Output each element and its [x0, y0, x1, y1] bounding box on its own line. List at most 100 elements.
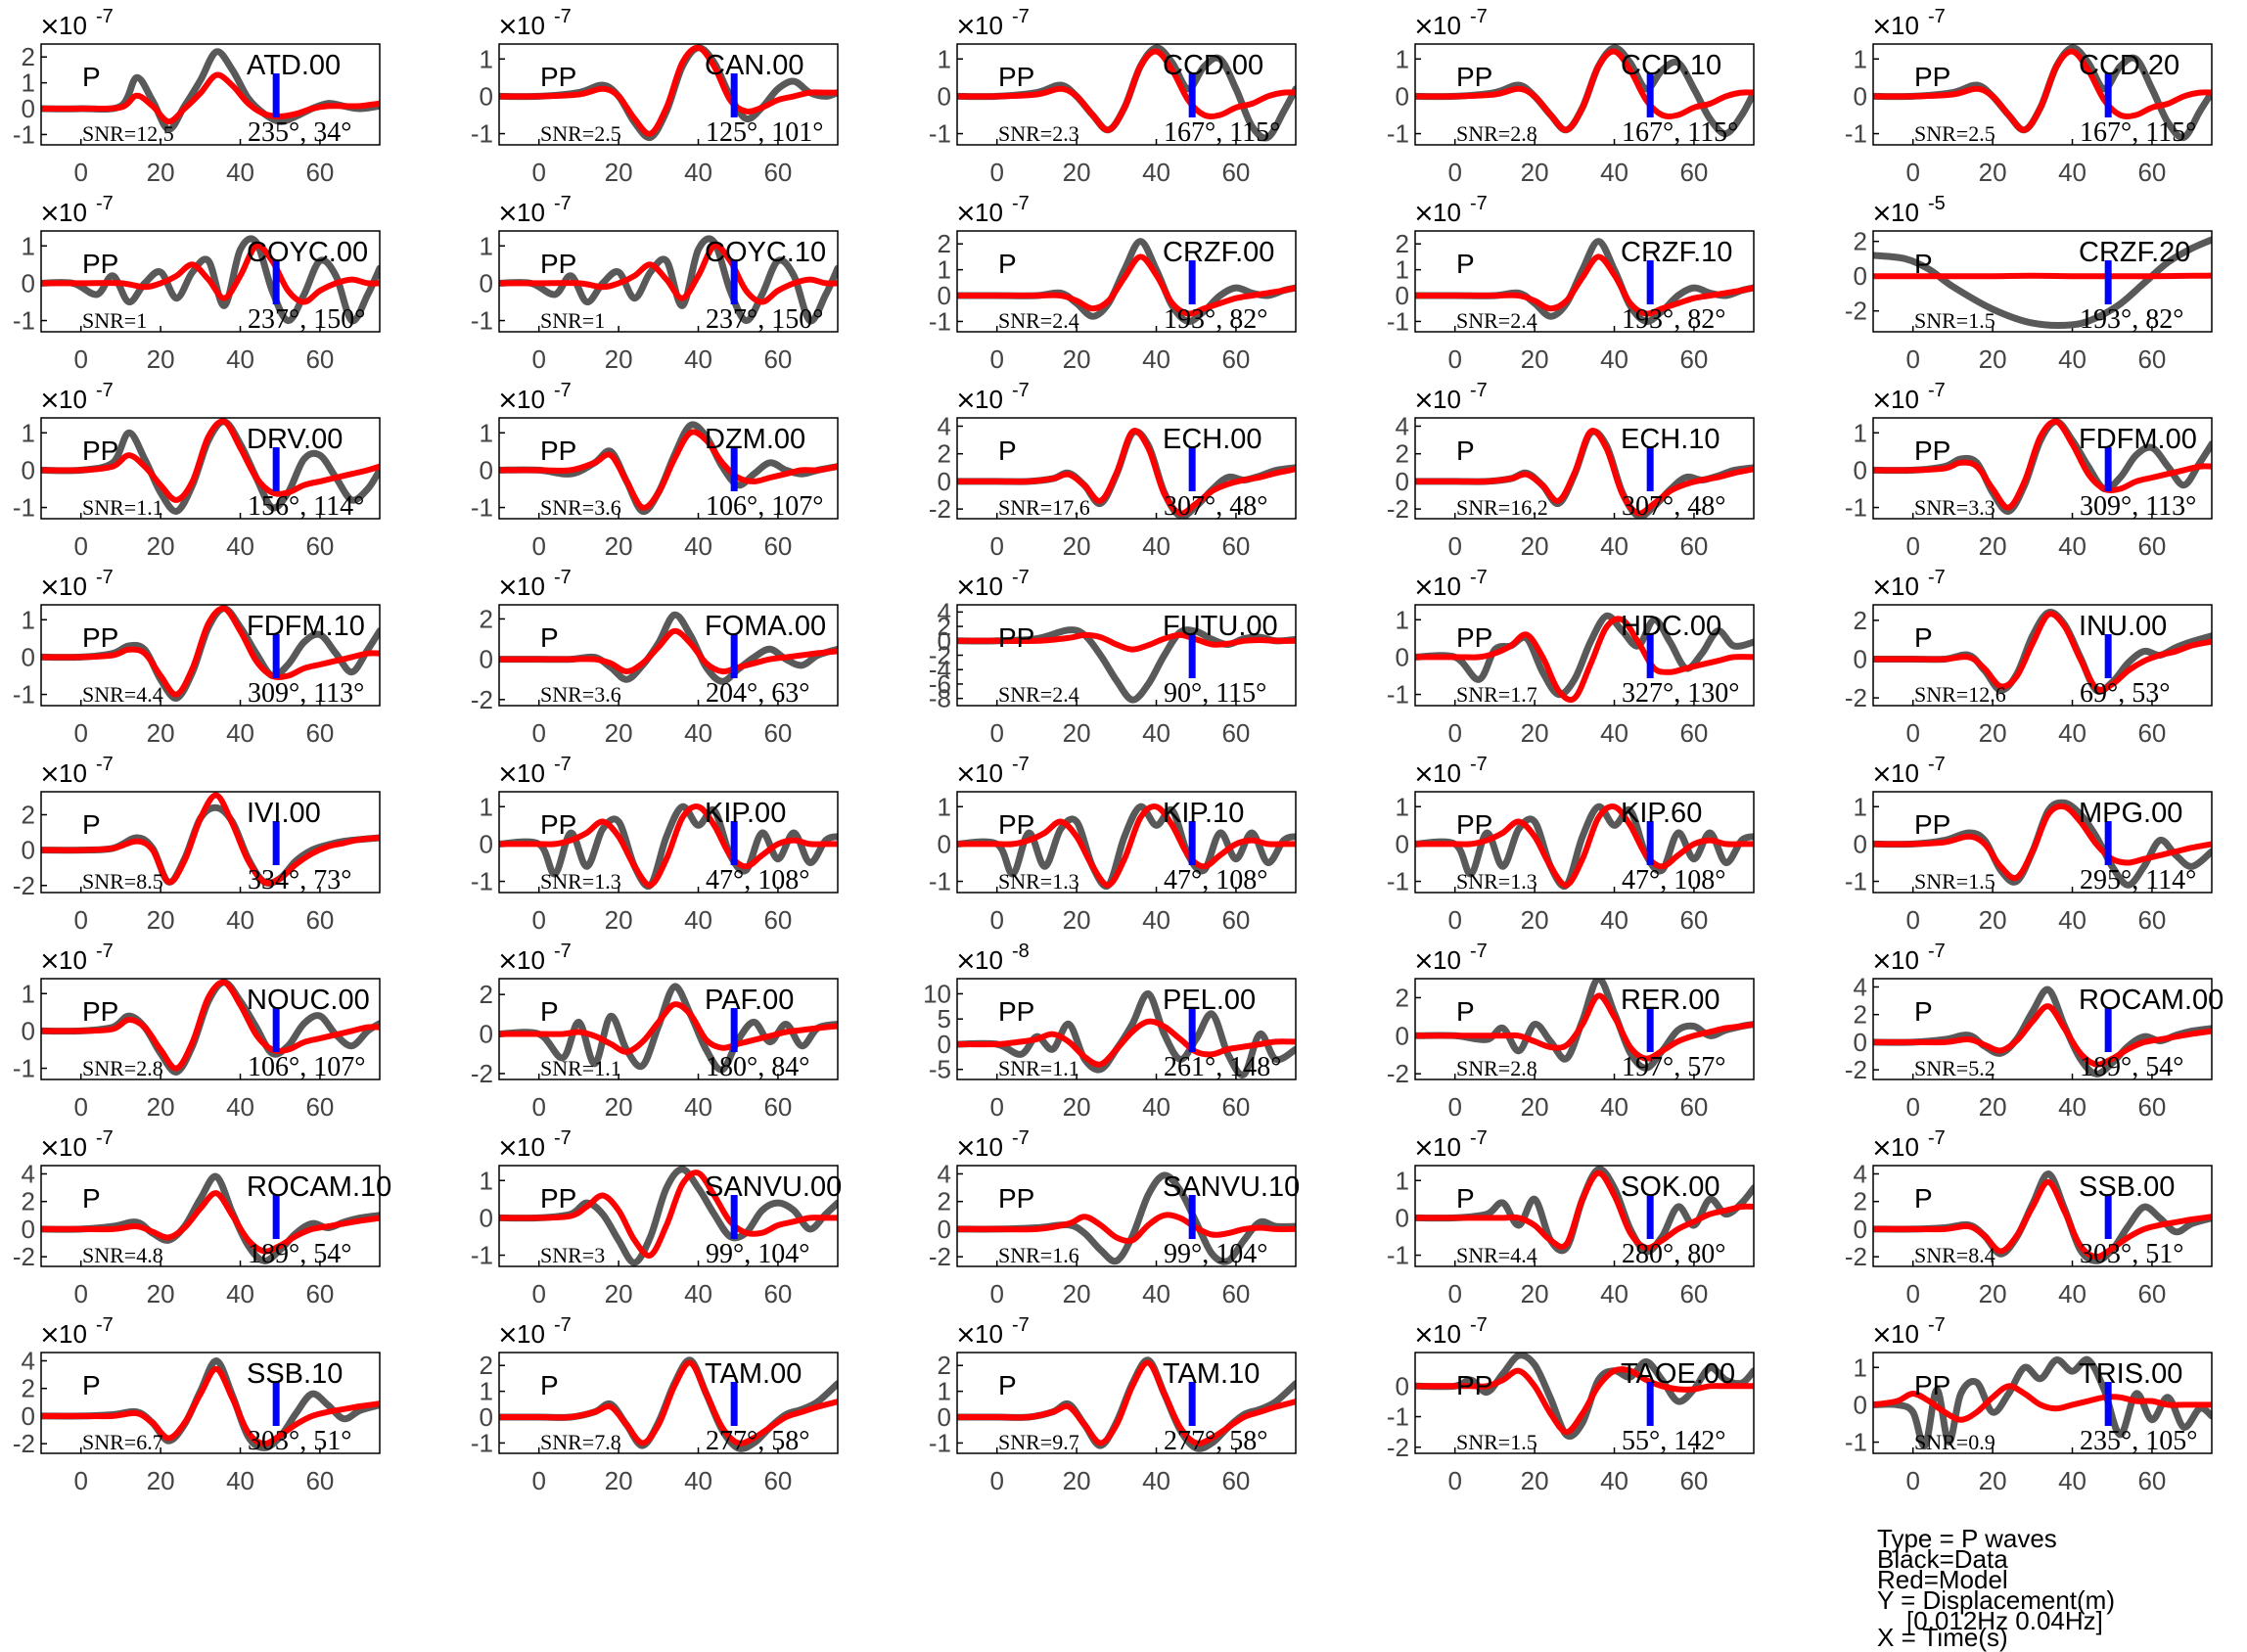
x-tick-label: 0 [1447, 531, 1461, 561]
station-label: CCD.10 [1621, 50, 1721, 81]
azimuth-distance-label: 193°, 82° [1622, 304, 1725, 335]
snr-label: SNR=1 [540, 308, 605, 333]
model-trace [499, 429, 838, 511]
x-tick-label: 20 [605, 531, 633, 561]
phase-label: PP [998, 62, 1034, 92]
plot-area [957, 238, 1296, 325]
phase-label: PP [998, 809, 1034, 840]
y-tick-label: 4 [1854, 1159, 1867, 1188]
model-trace [41, 1190, 380, 1255]
phase-label: P [1914, 249, 1933, 279]
x-tick-label: 60 [1221, 905, 1250, 935]
x-tick-label: 20 [1979, 1092, 2007, 1122]
exponent-times: × [39, 386, 61, 415]
exponent-power: -7 [1012, 754, 1030, 775]
azimuth-distance-label: 309°, 113° [248, 678, 364, 709]
exponent-base: 10 [59, 758, 87, 788]
model-trace [1415, 616, 1754, 704]
axes-box [956, 791, 1297, 894]
x-tick-label: 0 [1447, 344, 1461, 374]
phase-label: P [82, 809, 101, 840]
y-tick-label: 0 [938, 1215, 951, 1244]
y-tick-label: -8 [929, 684, 951, 713]
snr-label: SNR=2.8 [1456, 121, 1537, 146]
azimuth-distance-label: 167°, 115° [1164, 117, 1280, 148]
exponent-times: × [497, 199, 519, 228]
axes-box [956, 604, 1297, 707]
x-tick-label: 40 [684, 718, 712, 748]
x-tick-label: 60 [2137, 1466, 2166, 1495]
x-tick-label: 40 [2058, 158, 2086, 187]
y-tick-label: 0 [1396, 1371, 1409, 1400]
y-tick-label: -1 [1845, 1428, 1867, 1457]
y-tick-label: 0 [1854, 81, 1867, 111]
plot-area [499, 1166, 838, 1266]
y-tick-label: -4 [929, 655, 951, 684]
plot-area [1415, 44, 1754, 138]
axes-box [498, 978, 839, 1080]
exponent-times: × [1413, 199, 1435, 228]
x-tick-label: 40 [226, 344, 254, 374]
x-tick-label: 0 [531, 1092, 545, 1122]
axes-box [498, 43, 839, 146]
y-tick-label: 1 [1396, 605, 1409, 634]
exponent-base: 10 [1891, 758, 1919, 788]
y-tick-label: 10 [923, 979, 951, 1008]
y-tick-label: 1 [22, 231, 35, 260]
azimuth-distance-label: 193°, 82° [1164, 304, 1267, 335]
exponent-power: -7 [1012, 1127, 1030, 1149]
y-tick-label: 2 [1854, 227, 1867, 256]
exponent-base: 10 [1433, 1132, 1461, 1162]
station-label: HDC.00 [1621, 611, 1721, 642]
model-trace [957, 1212, 1296, 1245]
y-tick-label: 0 [1396, 642, 1409, 671]
azimuth-distance-label: 237°, 150° [248, 304, 365, 335]
exponent-power: -7 [96, 567, 114, 588]
x-tick-label: 40 [1600, 1092, 1628, 1122]
exponent-base: 10 [1891, 572, 1919, 601]
data-trace [1873, 799, 2212, 889]
exponent-base: 10 [1433, 198, 1461, 227]
exponent-base: 10 [1433, 572, 1461, 601]
azimuth-distance-label: 237°, 150° [706, 304, 823, 335]
snr-label: SNR=1.6 [998, 1243, 1079, 1267]
model-trace [41, 979, 380, 1072]
y-tick-label: 0 [938, 467, 951, 496]
azimuth-distance-label: 327°, 130° [1622, 678, 1739, 709]
phase-label: PP [540, 62, 576, 92]
axes-box [1414, 604, 1755, 707]
y-tick-label: -1 [1387, 1241, 1409, 1270]
station-label: FUTU.00 [1163, 611, 1278, 642]
exponent-times: × [1413, 1320, 1435, 1350]
x-tick-label: 0 [989, 1466, 1003, 1495]
x-tick-label: 40 [1142, 718, 1170, 748]
axes-box [956, 230, 1297, 333]
plot-area [41, 605, 380, 702]
snr-label: SNR=3.6 [540, 682, 621, 707]
x-tick-label: 0 [1905, 344, 1919, 374]
y-tick-label: 1 [480, 231, 493, 260]
azimuth-distance-label: 235°, 34° [248, 117, 351, 148]
exponent-times: × [497, 573, 519, 602]
x-tick-label: 40 [1600, 158, 1628, 187]
model-trace [41, 71, 380, 125]
phase-label: PP [998, 1183, 1034, 1214]
station-label: KIP.00 [705, 798, 786, 829]
y-tick-label: -2 [1387, 1059, 1409, 1088]
axes-box [40, 230, 381, 333]
axes-box [956, 43, 1297, 146]
plot-area [499, 44, 838, 142]
y-tick-label: -5 [929, 1055, 951, 1084]
exponent-base: 10 [59, 198, 87, 227]
station-label: KIP.60 [1621, 798, 1702, 829]
y-tick-label: 1 [480, 418, 493, 447]
